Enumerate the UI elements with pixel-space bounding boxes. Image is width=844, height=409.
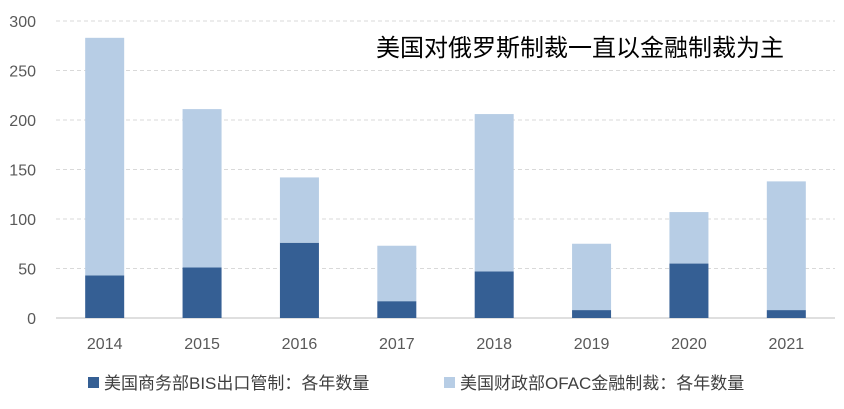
y-tick-label: 250 <box>9 64 36 81</box>
legend-label-bis: 美国商务部BIS出口管制：各年数量 <box>104 374 369 393</box>
y-tick-label: 200 <box>9 113 36 130</box>
legend-swatch-ofac <box>444 377 455 388</box>
y-tick-label: 50 <box>18 262 36 279</box>
bar-bis-2015 <box>182 267 222 318</box>
bar-bis-2016 <box>279 242 319 318</box>
bar-ofac-2014 <box>85 37 125 276</box>
x-tick-label: 2019 <box>574 336 610 353</box>
bar-ofac-2020 <box>669 212 709 264</box>
x-tick-label: 2020 <box>671 336 707 353</box>
bar-bis-2014 <box>85 275 125 318</box>
bar-bis-2020 <box>669 263 709 318</box>
bar-bis-2021 <box>766 310 806 318</box>
x-tick-label: 2015 <box>184 336 220 353</box>
y-tick-label: 300 <box>9 14 36 31</box>
bar-bis-2019 <box>572 310 612 318</box>
legend: 美国商务部BIS出口管制：各年数量 美国财政部OFAC金融制裁：各年数量 <box>88 374 744 393</box>
y-tick-label: 100 <box>9 212 36 229</box>
bar-ofac-2016 <box>279 177 319 243</box>
gridlines <box>56 20 835 319</box>
legend-swatch-bis <box>88 377 99 388</box>
y-axis-ticks: 0 50 100 150 200 250 300 <box>9 14 36 328</box>
x-tick-label: 2018 <box>476 336 512 353</box>
legend-label-ofac: 美国财政部OFAC金融制裁：各年数量 <box>460 374 744 393</box>
bars <box>85 37 806 318</box>
x-tick-label: 2014 <box>87 336 123 353</box>
y-tick-label: 0 <box>27 311 36 328</box>
x-tick-label: 2017 <box>379 336 415 353</box>
x-tick-label: 2016 <box>282 336 318 353</box>
bar-ofac-2021 <box>766 181 806 311</box>
bar-ofac-2015 <box>182 109 222 268</box>
bar-ofac-2018 <box>474 114 514 272</box>
x-axis-ticks: 2014 2015 2016 2017 2018 2019 2020 2021 <box>87 336 804 353</box>
bar-bis-2017 <box>377 301 417 318</box>
y-tick-label: 150 <box>9 163 36 180</box>
chart-title: 美国对俄罗斯制裁一直以金融制裁为主 <box>376 34 784 62</box>
bar-ofac-2019 <box>572 243 612 311</box>
bar-ofac-2017 <box>377 245 417 302</box>
bar-bis-2018 <box>474 271 514 318</box>
x-tick-label: 2021 <box>769 336 805 353</box>
